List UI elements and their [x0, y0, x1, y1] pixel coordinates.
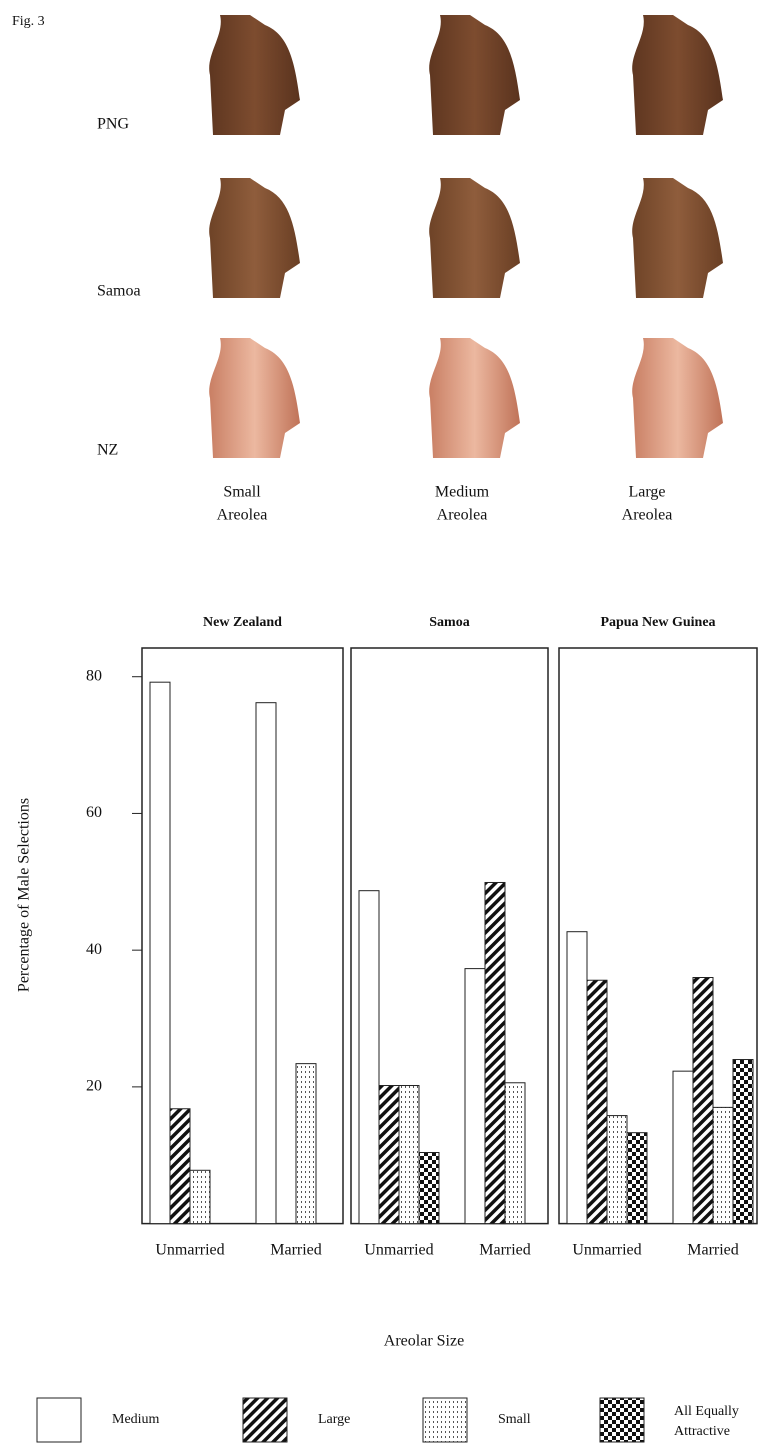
panel-title: Samoa: [429, 615, 469, 630]
bar: [464, 968, 486, 1225]
x-tick-label: Unmarried: [572, 1242, 641, 1259]
x-tick-label: Unmarried: [364, 1242, 433, 1259]
x-tick-label: Married: [270, 1242, 322, 1259]
illustration: [209, 15, 300, 135]
x-tick-label: Married: [479, 1242, 531, 1259]
column-label: Small: [223, 484, 261, 501]
bar: [732, 1059, 754, 1225]
illustration: [632, 178, 723, 298]
illustration: [429, 178, 520, 298]
legend-label: All Equally Attractive: [674, 1404, 739, 1439]
legend-label: Large: [318, 1412, 350, 1427]
x-tick-label: Unmarried: [155, 1242, 224, 1259]
bar: [149, 681, 171, 1225]
x-axis-label: Areolar Size: [384, 1333, 464, 1350]
illustration: [632, 15, 723, 135]
x-tick-label: Married: [687, 1242, 739, 1259]
bar: [189, 1169, 211, 1225]
row-label: PNG: [97, 116, 129, 133]
illustration: [209, 338, 300, 458]
panel-title: Papua New Guinea: [600, 615, 715, 630]
panel-frame: [350, 647, 549, 1225]
column-label: Medium: [435, 484, 490, 501]
illustration: [209, 178, 300, 298]
bar: [626, 1132, 648, 1225]
legend-label: Medium: [112, 1412, 160, 1427]
bar: [504, 1082, 526, 1225]
bar: [566, 931, 588, 1225]
y-tick-label: 60: [86, 804, 102, 821]
bar: [418, 1152, 440, 1225]
bar: [358, 890, 380, 1225]
y-tick-label: 40: [86, 941, 102, 958]
panel-frame: [558, 647, 758, 1225]
bar: [398, 1085, 420, 1225]
bar: [295, 1063, 317, 1225]
legend-swatch: [242, 1397, 288, 1443]
column-label: Areolea: [622, 507, 673, 524]
legend-swatch: [599, 1397, 645, 1443]
panel-frame: [141, 647, 344, 1225]
bar: [586, 979, 608, 1225]
illustration: [429, 338, 520, 458]
bar: [255, 702, 277, 1225]
bar: [692, 977, 714, 1225]
row-label: Samoa: [97, 283, 141, 300]
panel-title: New Zealand: [203, 615, 282, 630]
row-label: NZ: [97, 442, 118, 459]
legend-swatch: [422, 1397, 468, 1443]
bar: [712, 1106, 734, 1225]
column-label: Large: [628, 484, 665, 501]
legend-label: Small: [498, 1412, 531, 1427]
illustration: [632, 338, 723, 458]
y-tick-label: 20: [86, 1078, 102, 1095]
legend-swatch: [36, 1397, 82, 1443]
column-label: Areolea: [437, 507, 488, 524]
y-axis-label: Percentage of Male Selections: [16, 798, 33, 992]
bar: [169, 1108, 191, 1225]
y-tick-label: 80: [86, 667, 102, 684]
bar: [672, 1070, 694, 1225]
bar: [606, 1115, 628, 1225]
column-label: Areolea: [217, 507, 268, 524]
bar: [378, 1085, 400, 1225]
figure-label: Fig. 3: [12, 14, 45, 29]
bar: [484, 881, 506, 1225]
illustration: [429, 15, 520, 135]
